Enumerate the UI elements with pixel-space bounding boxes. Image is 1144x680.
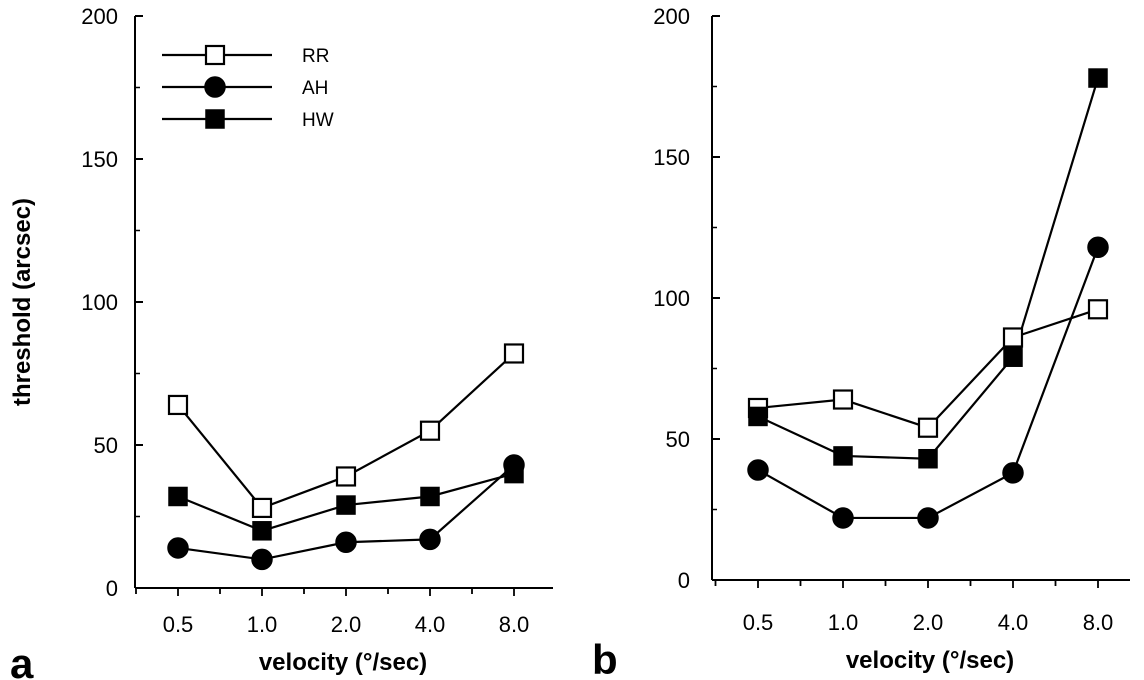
x-tick-label: 0.5 [743, 610, 774, 635]
data-point-ah [917, 507, 939, 529]
data-point-ah [419, 528, 441, 551]
x-tick-label: 2.0 [913, 610, 944, 635]
data-point-hw [168, 486, 188, 507]
data-point-hw [336, 495, 356, 515]
series-line-ah [757, 246, 1100, 520]
y-tick-label: 0 [678, 568, 690, 593]
data-point-ah [251, 548, 273, 571]
data-point-rr [1002, 327, 1024, 348]
panel-letter: b [592, 636, 618, 680]
data-point-hw [918, 448, 938, 469]
x-axis-title: velocity (°/sec) [259, 649, 427, 676]
legend-label: RR [302, 46, 329, 67]
data-point-hw [420, 486, 440, 507]
data-point-rr [1087, 299, 1109, 320]
series-line-hw [757, 77, 1100, 460]
data-point-hw [504, 463, 524, 484]
panel-letter: a [10, 640, 34, 680]
x-tick-label: 4.0 [415, 612, 446, 637]
data-point-hw [833, 446, 853, 466]
y-tick-label: 100 [653, 286, 690, 311]
legend-label: AH [302, 78, 328, 99]
data-point-hw [1003, 347, 1023, 367]
legend: RR AH HW [162, 44, 334, 131]
y-tick-label: 150 [653, 145, 690, 170]
x-tick-label: 8.0 [499, 612, 530, 637]
data-point-hw [748, 406, 768, 427]
data-point-hw [252, 521, 272, 541]
legend-label: HW [302, 110, 334, 131]
x-tick-label: 8.0 [1083, 610, 1114, 635]
data-point-ah [747, 459, 769, 481]
y-tick-label: 50 [666, 427, 690, 452]
panel-b: 0 50 100 150 200 0.5 1.0 2.0 4.0 8.0 velocity (°/s… [592, 4, 1130, 680]
panel-a: 0 50 100 150 200 0.5 1.0 2.0 4.0 8.0 velocity (°/s… [9, 4, 553, 680]
series-line-rr [757, 308, 1099, 429]
legend-marker-rr [204, 44, 226, 66]
y-tick-label: 200 [653, 4, 690, 29]
x-tick-label: 0.5 [163, 612, 194, 637]
data-point-hw [1088, 68, 1108, 88]
data-point-rr [503, 343, 525, 364]
data-point-rr [419, 420, 441, 441]
legend-marker-hw [205, 109, 225, 129]
x-tick-label: 4.0 [998, 610, 1029, 635]
data-point-rr [167, 394, 189, 416]
x-tick-label: 1.0 [247, 612, 278, 637]
y-tick-label: 50 [94, 433, 118, 458]
x-tick-label: 1.0 [828, 610, 859, 635]
y-tick-label: 150 [81, 147, 118, 172]
data-point-ah [1087, 236, 1109, 258]
y-tick-label: 100 [81, 290, 118, 315]
data-point-ah [1002, 462, 1024, 484]
data-point-ah [832, 507, 854, 529]
data-point-rr [917, 417, 939, 438]
y-tick-label: 200 [81, 4, 118, 29]
data-point-rr [251, 497, 273, 519]
y-axis-title: threshold (arcsec) [9, 198, 36, 406]
y-tick-label: 0 [106, 576, 118, 601]
data-point-ah [335, 531, 357, 553]
data-point-rr [832, 389, 854, 410]
x-axis-title: velocity (°/sec) [846, 647, 1014, 674]
data-point-ah [167, 537, 189, 559]
legend-marker-ah [204, 76, 226, 98]
x-tick-label: 2.0 [331, 612, 362, 637]
data-point-rr [335, 466, 357, 487]
